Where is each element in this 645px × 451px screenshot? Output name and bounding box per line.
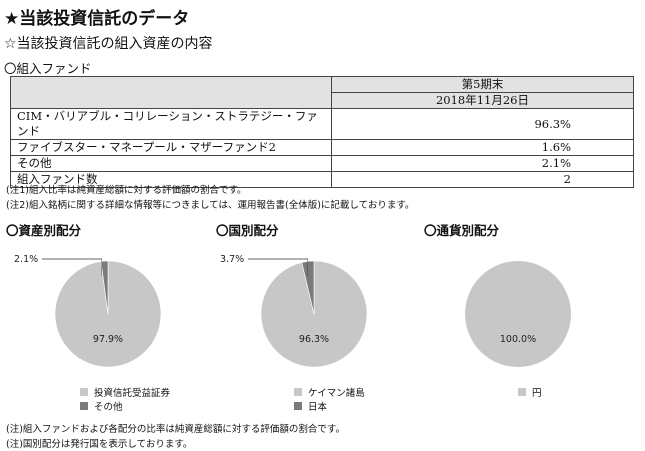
minor-slice-callout: 2.1% [14, 254, 102, 276]
legend-swatch [294, 388, 302, 396]
footnote-2: (注)国別配分は発行国を表示しております。 [6, 439, 193, 450]
legend-label: 円 [532, 388, 542, 399]
table-header-row: 2018年11月26日 [11, 92, 634, 109]
legend-swatch [294, 402, 302, 410]
pie-value-label: 96.3% [299, 334, 329, 345]
table-corner-cell [10, 76, 332, 109]
currency-chart-title: 〇通貨別配分 [424, 223, 500, 238]
legend-label: 日本 [308, 402, 328, 413]
leader-line [248, 258, 308, 276]
table-period-header: 第5期末 [331, 76, 634, 93]
pie-slice [465, 261, 571, 367]
row-value: 2 [331, 171, 634, 188]
legend-label: ケイマン諸島 [308, 388, 365, 399]
fund-heading: 〇組入ファンド [4, 61, 92, 76]
table-row: その他 2.1% [10, 155, 634, 172]
pie-slice [100, 260, 109, 315]
asset-chart-title: 〇資産別配分 [6, 223, 82, 238]
legend-item: 投資信託受益証券 [80, 385, 170, 399]
legend-swatch [80, 402, 88, 410]
legend-swatch [80, 388, 88, 396]
row-name: 組入ファンド数 [10, 171, 332, 188]
table-header-row: 第5期末 [10, 76, 634, 109]
row-value: 2.1% [331, 155, 634, 172]
table-row: ファイブスター・マネープール・マザーファンド2 1.6% [10, 139, 634, 156]
country-chart-title: 〇国別配分 [216, 223, 279, 238]
page-title: ★当該投資信託のデータ [4, 9, 190, 29]
asset-pie-chart: 97.9% [54, 260, 162, 368]
row-name: CIM・バリアブル・コリレーション・ストラテジー・ファンド [10, 108, 332, 140]
minor-slice-label: 2.1% [14, 254, 38, 265]
legend-item: 日本 [294, 399, 327, 413]
leader-line [42, 258, 102, 276]
row-name: その他 [10, 155, 332, 172]
row-value: 1.6% [331, 139, 634, 156]
minor-slice-label: 3.7% [220, 254, 244, 265]
country-pie-chart: 96.3% [260, 260, 368, 368]
pie-value-label: 97.9% [93, 334, 123, 345]
row-value: 96.3% [331, 108, 634, 140]
legend-item: その他 [80, 399, 123, 413]
legend-label: その他 [94, 402, 123, 413]
footnote-1: (注)組入ファンドおよび各配分の比率は純資産総額に対する評価額の割合です。 [6, 424, 345, 435]
legend-label: 投資信託受益証券 [94, 388, 171, 399]
pie-value-label: 100.0% [500, 334, 536, 345]
legend-swatch [518, 388, 526, 396]
legend-item: 円 [518, 385, 542, 399]
table-row: 組入ファンド数 2 [10, 171, 634, 188]
fund-table: 第5期末 2018年11月26日 CIM・バリアブル・コリレーション・ストラテジ… [10, 76, 634, 188]
legend-item: ケイマン諸島 [294, 385, 365, 399]
row-name: ファイブスター・マネープール・マザーファンド2 [10, 139, 332, 156]
section-subtitle: ☆当該投資信託の組入資産の内容 [4, 36, 213, 52]
minor-slice-callout: 3.7% [220, 254, 308, 276]
table-note-2: (注2)組入銘柄に関する詳細な情報等につきましては、運用報告書(全体版)に記載し… [6, 200, 415, 211]
table-date-header: 2018年11月26日 [331, 92, 634, 109]
currency-pie-chart: 100.0% [465, 261, 571, 367]
table-note-1: (注1)組入比率は純資産総額に対する評価額の割合です。 [6, 185, 247, 196]
table-row: CIM・バリアブル・コリレーション・ストラテジー・ファンド 96.3% [10, 108, 634, 140]
